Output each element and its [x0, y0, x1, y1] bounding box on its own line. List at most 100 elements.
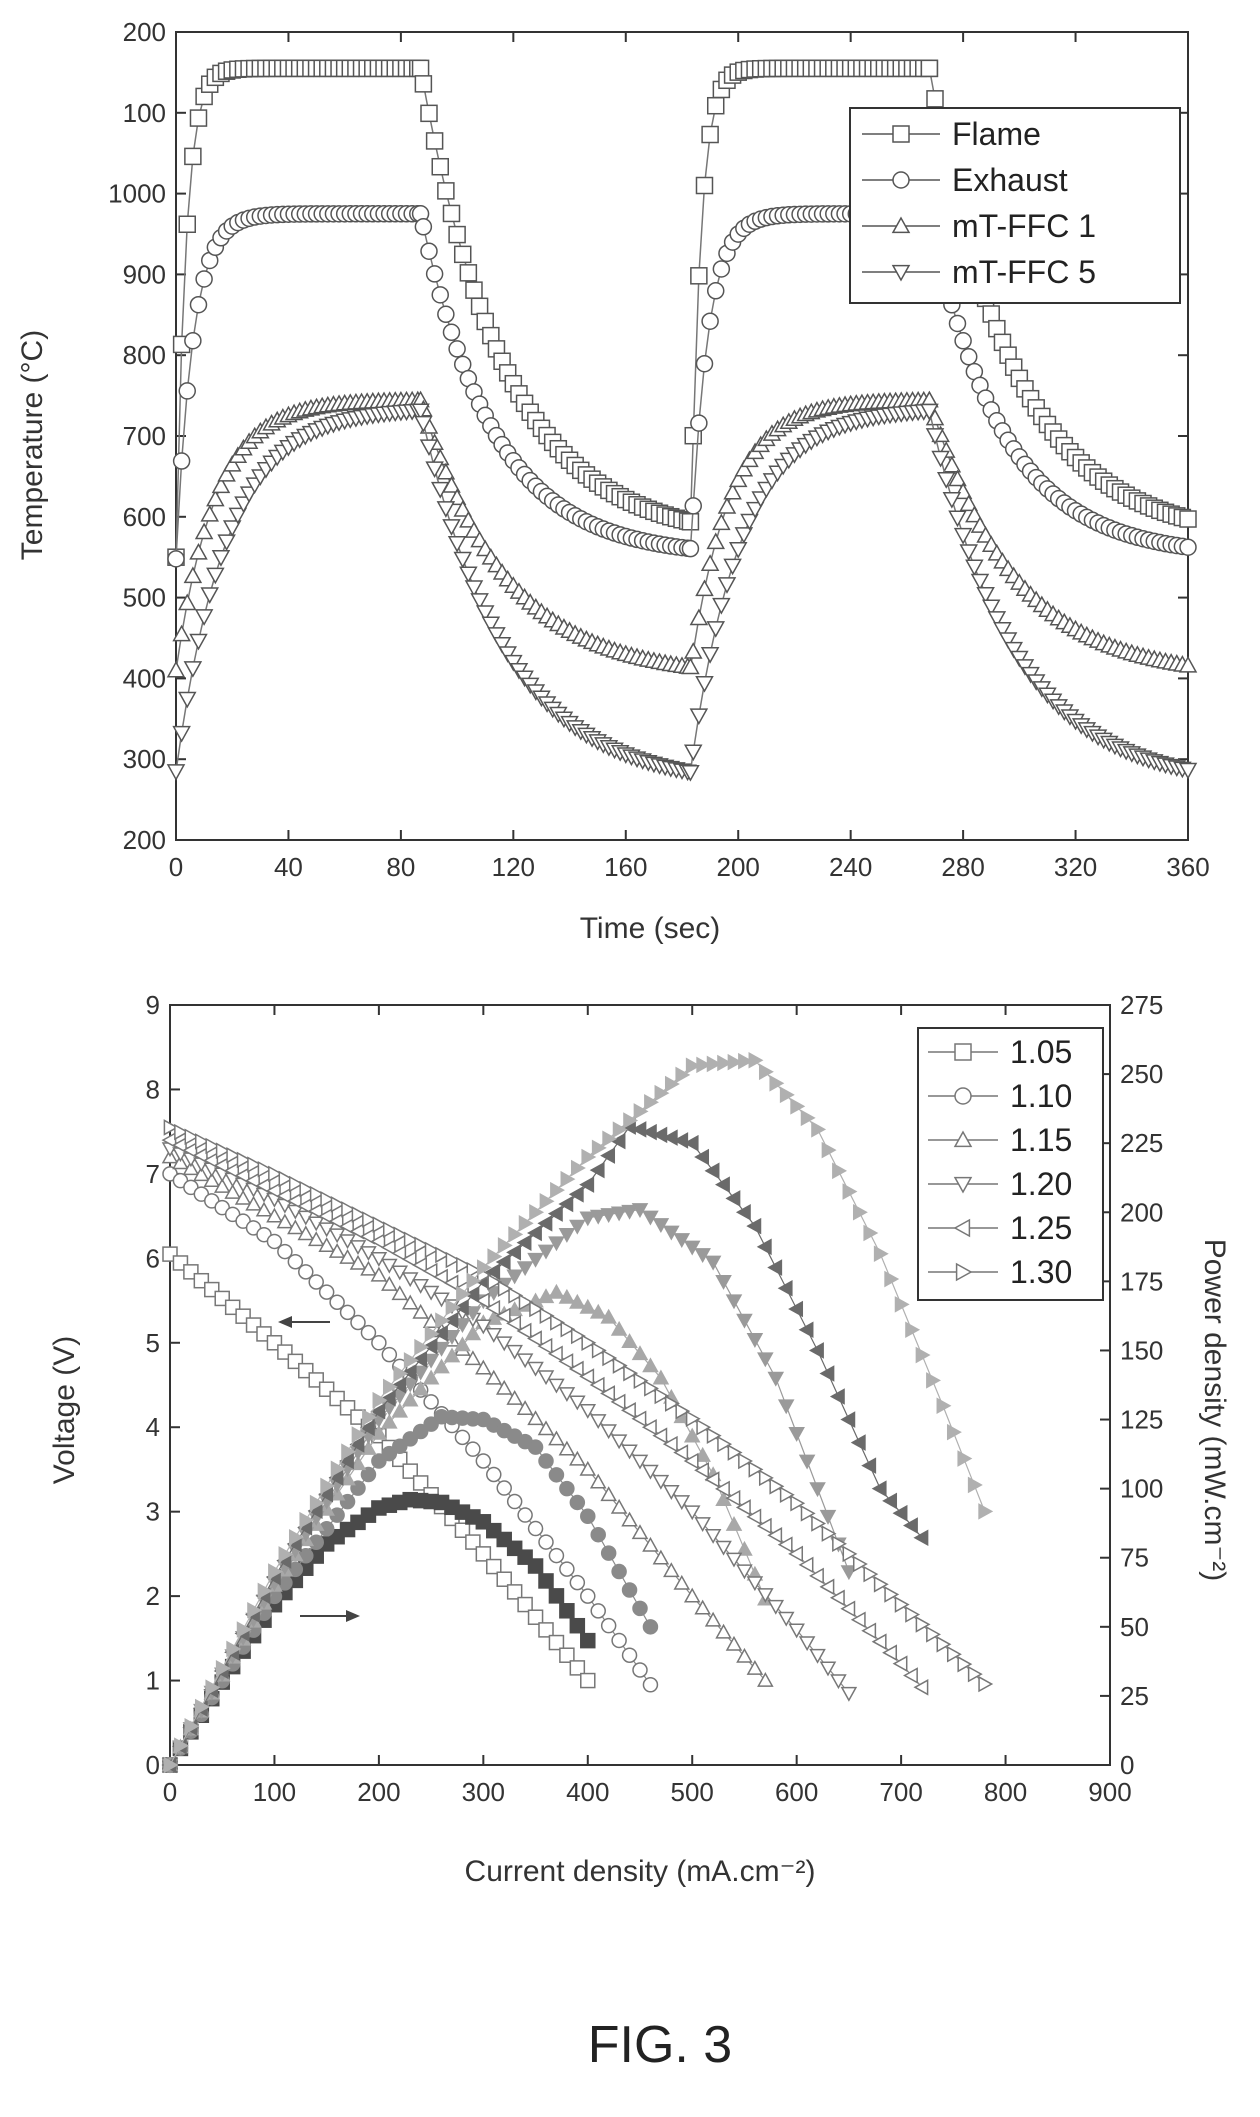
power-point — [621, 1204, 638, 1220]
data-point — [431, 157, 449, 176]
data-point — [701, 125, 719, 144]
power-point — [362, 1409, 377, 1426]
y-tick-label: 200 — [123, 825, 166, 855]
data-point — [459, 566, 478, 584]
data-point — [987, 611, 1007, 628]
voltage-point — [777, 1611, 795, 1627]
data-point — [717, 497, 737, 514]
polarization-y2-axis-title: Power density (mW.cm⁻²) — [1198, 1239, 1231, 1582]
power-point — [391, 1402, 409, 1418]
voltage-point — [894, 1596, 910, 1613]
voltage-point — [580, 1588, 596, 1604]
voltage-point — [401, 1294, 419, 1310]
data-point — [683, 642, 703, 659]
power-point — [372, 1391, 388, 1409]
voltage-point — [704, 1471, 720, 1488]
data-point — [172, 452, 191, 470]
power-point — [453, 1299, 469, 1316]
data-point — [965, 559, 984, 577]
voltage-point — [547, 1345, 563, 1363]
voltage-point — [548, 1547, 565, 1564]
data-point — [926, 90, 944, 108]
power-point — [800, 1109, 816, 1127]
voltage-point — [265, 1182, 281, 1200]
voltage-point — [558, 1353, 574, 1370]
power-point — [683, 1427, 701, 1443]
temperature-series — [166, 59, 1198, 782]
power-point — [559, 1480, 575, 1497]
power-point — [412, 1351, 428, 1368]
voltage-point — [642, 1677, 659, 1693]
voltage-point — [559, 1647, 575, 1663]
voltage-point — [307, 1231, 325, 1247]
power-point — [936, 1397, 952, 1415]
power-point — [537, 1288, 555, 1304]
x-tick-label: 320 — [1054, 852, 1097, 882]
power-point — [412, 1423, 429, 1440]
data-point — [700, 647, 720, 664]
power-point — [905, 1321, 921, 1339]
power-point — [746, 1333, 764, 1348]
voltage-point — [727, 1444, 743, 1461]
power-point — [527, 1252, 544, 1268]
power-point — [268, 1563, 283, 1580]
power-point — [696, 1056, 712, 1074]
data-point — [189, 542, 208, 560]
voltage-point — [539, 1307, 555, 1325]
voltage-point — [694, 1599, 711, 1615]
x-tick-label: 280 — [941, 852, 984, 882]
power-point — [589, 1303, 607, 1319]
power-line — [169, 1499, 589, 1766]
data-point — [681, 657, 700, 675]
data-point — [437, 305, 455, 324]
y2-tick-label: 75 — [1120, 1543, 1149, 1573]
axis-indicator-arrows — [278, 1316, 360, 1622]
voltage-point — [748, 1461, 764, 1478]
data-point — [217, 464, 236, 482]
power-point — [527, 1224, 542, 1242]
power-point — [445, 1299, 461, 1316]
voltage-point — [245, 1172, 260, 1189]
data-point — [734, 459, 754, 477]
power-point — [675, 1066, 691, 1084]
data-point — [481, 616, 501, 634]
y2-tick-label: 150 — [1120, 1335, 1163, 1365]
voltage-point — [558, 1387, 576, 1402]
power-point — [809, 1342, 824, 1359]
data-point — [695, 176, 714, 195]
x-tick-label: 200 — [717, 852, 760, 882]
data-point — [712, 597, 731, 615]
data-point — [222, 454, 242, 472]
data-point — [442, 323, 461, 342]
power-point — [194, 1698, 210, 1716]
power-point — [694, 1248, 711, 1264]
voltage-point — [675, 1402, 691, 1420]
voltage-point — [516, 1353, 534, 1369]
voltage-point — [527, 1520, 544, 1537]
data-point — [751, 491, 770, 508]
voltage-point — [318, 1284, 335, 1300]
temperature-y-axis-title: Temperature (°C) — [16, 330, 49, 560]
voltage-point — [621, 1647, 638, 1663]
power-point — [842, 1183, 858, 1200]
voltage-point — [465, 1534, 481, 1550]
power-point — [882, 1492, 898, 1510]
data-point — [448, 340, 466, 358]
voltage-point — [736, 1564, 753, 1580]
data-point — [734, 527, 754, 544]
voltage-point — [852, 1555, 868, 1573]
power-point — [715, 1275, 732, 1290]
voltage-point — [840, 1600, 856, 1618]
legend-label: Flame — [952, 116, 1041, 152]
y-tick-label: 500 — [123, 583, 166, 613]
voltage-point — [715, 1480, 730, 1498]
data-point — [931, 450, 950, 468]
power-point — [621, 1333, 638, 1348]
data-point — [425, 461, 444, 479]
y-tick-label: 3 — [146, 1497, 160, 1527]
voltage-point — [612, 1357, 628, 1374]
voltage-point — [412, 1475, 429, 1491]
power-point — [777, 1279, 793, 1297]
data-point — [217, 534, 236, 552]
